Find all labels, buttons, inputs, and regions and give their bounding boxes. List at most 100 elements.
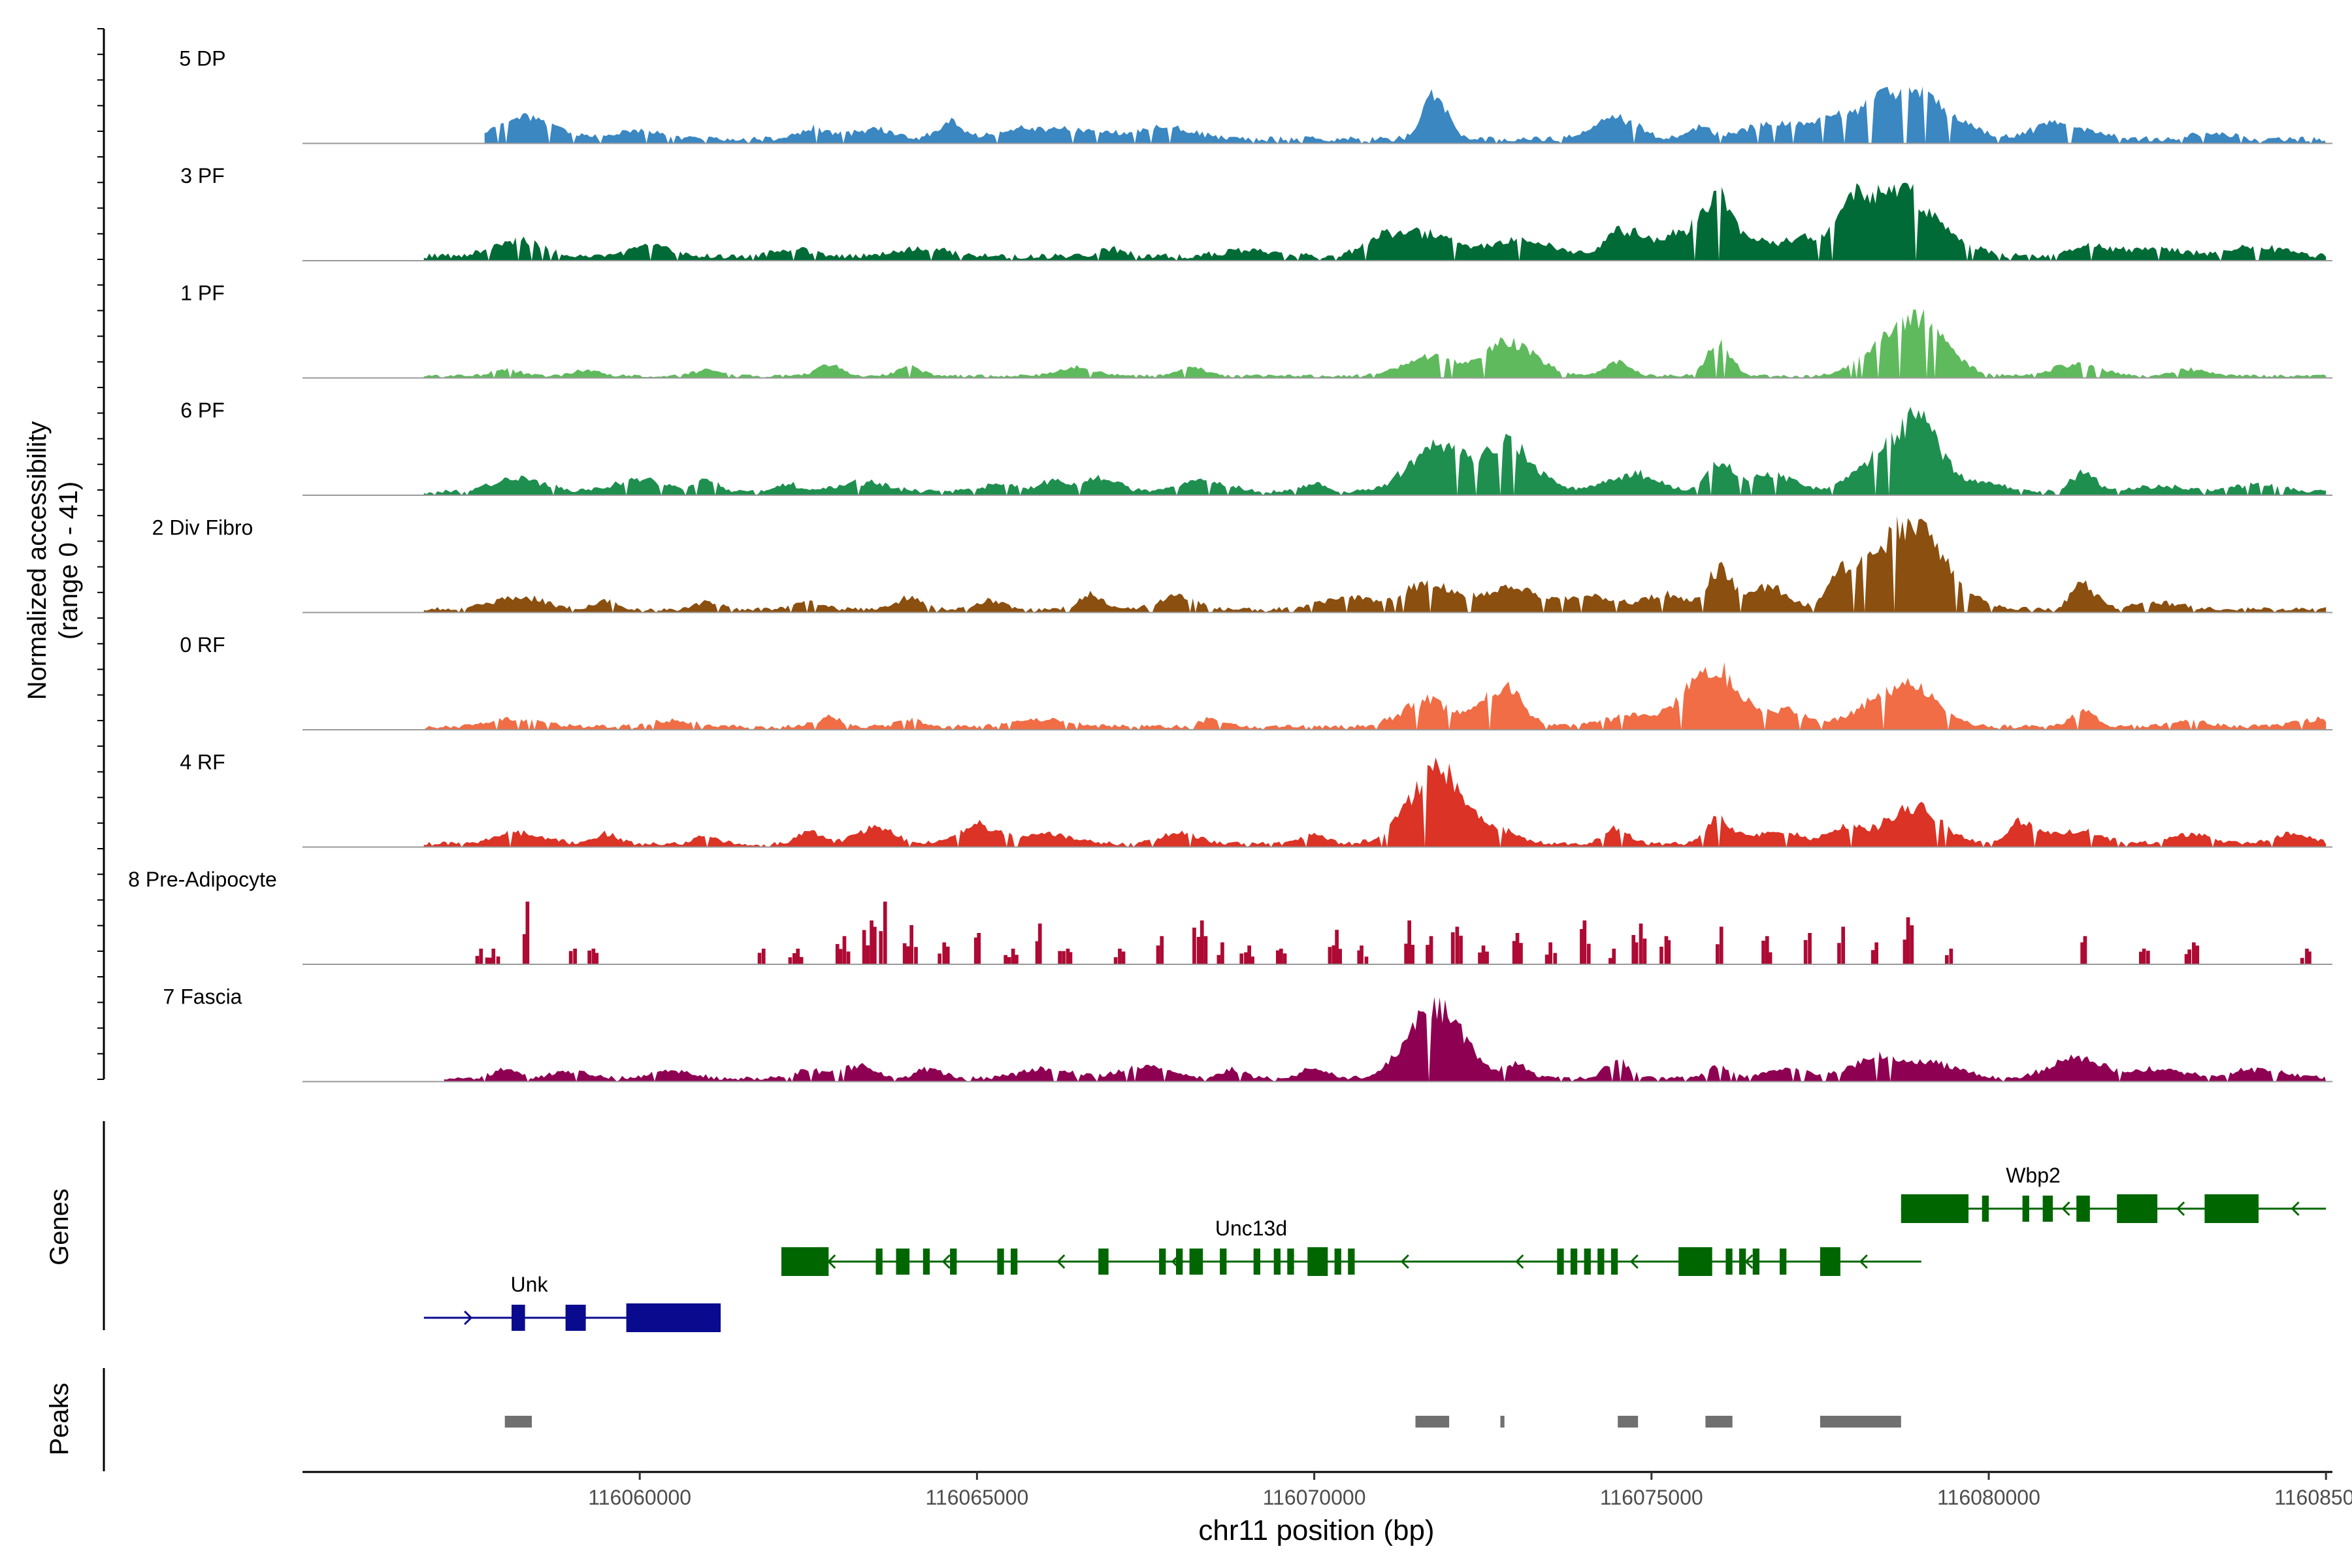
exon bbox=[923, 1249, 930, 1275]
exon bbox=[950, 1249, 957, 1275]
signal-bar bbox=[1719, 926, 1723, 964]
signal-bar bbox=[757, 953, 762, 964]
signal-bar bbox=[1364, 956, 1369, 964]
signal-bar bbox=[1429, 936, 1433, 964]
signal-bar bbox=[792, 953, 796, 964]
signal-bar bbox=[1058, 951, 1062, 964]
track-7: 4 RF bbox=[180, 751, 2332, 848]
signal-bar bbox=[1642, 938, 1647, 964]
signal-bar bbox=[938, 953, 941, 964]
signal-bar bbox=[1903, 939, 1907, 964]
signal-bar bbox=[1357, 950, 1362, 964]
signal-bar bbox=[2305, 949, 2309, 964]
signal-bar bbox=[1548, 942, 1552, 964]
x-axis-label: chr11 position (bp) bbox=[1198, 1514, 1434, 1546]
signal-bar bbox=[842, 936, 847, 964]
track-label: 7 Fascia bbox=[163, 985, 242, 1009]
signal-bar bbox=[1404, 943, 1408, 964]
signal-bar bbox=[1906, 917, 1910, 964]
signal-bar bbox=[1335, 930, 1339, 964]
gene-label: Wbp2 bbox=[2006, 1164, 2061, 1187]
signal-bar bbox=[525, 902, 530, 964]
signal-bar bbox=[883, 902, 887, 964]
signal-bar bbox=[1004, 955, 1007, 964]
signal-bar bbox=[838, 949, 843, 964]
axes: 116060000 116065000 116070000 116075000 1160… bbox=[97, 28, 2352, 1509]
signal-bar bbox=[1360, 945, 1364, 964]
peaks-panel bbox=[504, 1416, 1901, 1428]
signal-bar bbox=[2192, 942, 2196, 964]
signal-bar bbox=[796, 949, 800, 964]
exon bbox=[2042, 1196, 2053, 1222]
x-tick-label: 116065000 bbox=[926, 1486, 1029, 1509]
y-axis-range-label: (range 0 - 41) bbox=[54, 482, 83, 640]
coverage-area bbox=[423, 406, 2327, 495]
exon bbox=[2022, 1196, 2029, 1222]
signal-bar bbox=[522, 934, 527, 964]
signal-bar bbox=[1338, 949, 1342, 964]
track-label: 3 PF bbox=[180, 164, 225, 188]
track-label: 5 DP bbox=[179, 47, 225, 71]
signal-bar bbox=[485, 957, 489, 964]
signal-bar bbox=[1037, 923, 1042, 964]
coverage-area bbox=[423, 182, 2327, 261]
track-label: 6 PF bbox=[180, 399, 225, 422]
signal-bar bbox=[1582, 920, 1587, 964]
track-1: 5 DP bbox=[179, 47, 2332, 144]
signal-bar bbox=[1874, 942, 1878, 964]
signal-bar bbox=[1765, 936, 1769, 964]
signal-bar bbox=[1910, 925, 1914, 964]
signal-bar bbox=[1118, 949, 1122, 964]
exon bbox=[1584, 1249, 1591, 1275]
signal-bar bbox=[2146, 951, 2150, 964]
signal-bar bbox=[1331, 945, 1336, 964]
strand-arrow bbox=[2291, 1201, 2300, 1217]
gene-label: Unc13d bbox=[1215, 1217, 1287, 1240]
signal-bar bbox=[2308, 951, 2311, 964]
signal-bar bbox=[1192, 927, 1196, 964]
exon bbox=[1678, 1247, 1712, 1276]
signal-bar bbox=[1455, 926, 1460, 964]
signal-bar bbox=[1203, 936, 1208, 964]
exon bbox=[1307, 1247, 1328, 1276]
x-tick-label: 116060000 bbox=[588, 1486, 691, 1509]
signal-bar bbox=[496, 956, 500, 964]
x-tick-label: 116075000 bbox=[1600, 1486, 1703, 1509]
signal-bar bbox=[1481, 945, 1486, 964]
peak-region bbox=[1500, 1416, 1505, 1428]
x-tick-label: 116070000 bbox=[1263, 1486, 1366, 1509]
signal-bar bbox=[1066, 949, 1070, 964]
signal-bar bbox=[1035, 941, 1039, 964]
signal-bar bbox=[1200, 920, 1204, 964]
signal-bar bbox=[1803, 939, 1808, 964]
signal-bar bbox=[1519, 943, 1523, 964]
strand-arrow bbox=[1400, 1254, 1409, 1269]
signal-bar bbox=[1217, 955, 1221, 964]
peak-region bbox=[1820, 1416, 1901, 1428]
signal-bar bbox=[1328, 947, 1332, 964]
signal-bar bbox=[835, 943, 840, 964]
strand-arrow bbox=[2061, 1201, 2070, 1217]
signal-bar bbox=[1761, 940, 1765, 964]
exon bbox=[1189, 1249, 1203, 1275]
track-label: 1 PF bbox=[180, 282, 225, 305]
signal-bar bbox=[591, 949, 596, 964]
signal-bar bbox=[1196, 937, 1201, 964]
signal-bar bbox=[1580, 929, 1584, 964]
exon bbox=[1176, 1249, 1183, 1275]
signal-bar bbox=[491, 949, 496, 964]
signal-bar bbox=[1634, 942, 1639, 964]
exon bbox=[896, 1249, 910, 1275]
track-2: 3 PF bbox=[180, 164, 2332, 261]
signal-bar bbox=[2083, 936, 2087, 964]
exon bbox=[1557, 1249, 1564, 1275]
signal-bar bbox=[862, 930, 866, 964]
exon bbox=[512, 1305, 525, 1331]
signal-bar bbox=[488, 957, 492, 964]
y-axis-label: Normalized accessibility bbox=[23, 421, 52, 700]
signal-bar bbox=[1553, 953, 1558, 964]
signal-bar bbox=[1411, 945, 1414, 964]
signal-bar bbox=[902, 943, 907, 964]
signal-bar bbox=[1459, 936, 1463, 964]
